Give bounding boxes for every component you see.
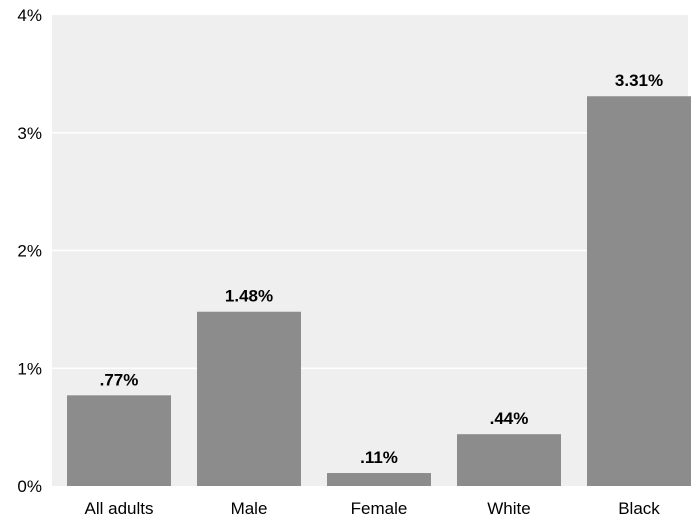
bar-value-label: .77% — [100, 370, 139, 389]
y-tick-label: 0% — [17, 477, 42, 496]
bar — [587, 96, 691, 486]
x-category-label: Black — [618, 499, 660, 518]
x-category-label: White — [487, 499, 530, 518]
bar — [197, 311, 301, 486]
x-axis-category-labels: All adults Male Female White Black — [85, 499, 661, 518]
x-category-label: Male — [231, 499, 268, 518]
bar-value-label: .44% — [490, 409, 529, 428]
y-tick-label: 4% — [17, 6, 42, 25]
bar-value-label: 3.31% — [615, 71, 663, 90]
y-tick-label: 2% — [17, 242, 42, 261]
bar-value-label: .11% — [360, 448, 398, 467]
bar-value-label: 1.48% — [225, 287, 273, 306]
x-category-label: All adults — [85, 499, 154, 518]
bar — [457, 434, 561, 486]
data-labels: .77% 1.48% .11% .44% 3.31% — [100, 71, 663, 467]
y-tick-label: 3% — [17, 124, 42, 143]
bar — [327, 473, 431, 486]
bars — [67, 96, 691, 486]
gridlines — [52, 132, 688, 369]
x-category-label: Female — [351, 499, 408, 518]
bar — [67, 395, 171, 486]
y-tick-label: 1% — [17, 359, 42, 378]
y-axis-tick-labels: 0% 1% 2% 3% 4% — [17, 6, 42, 496]
